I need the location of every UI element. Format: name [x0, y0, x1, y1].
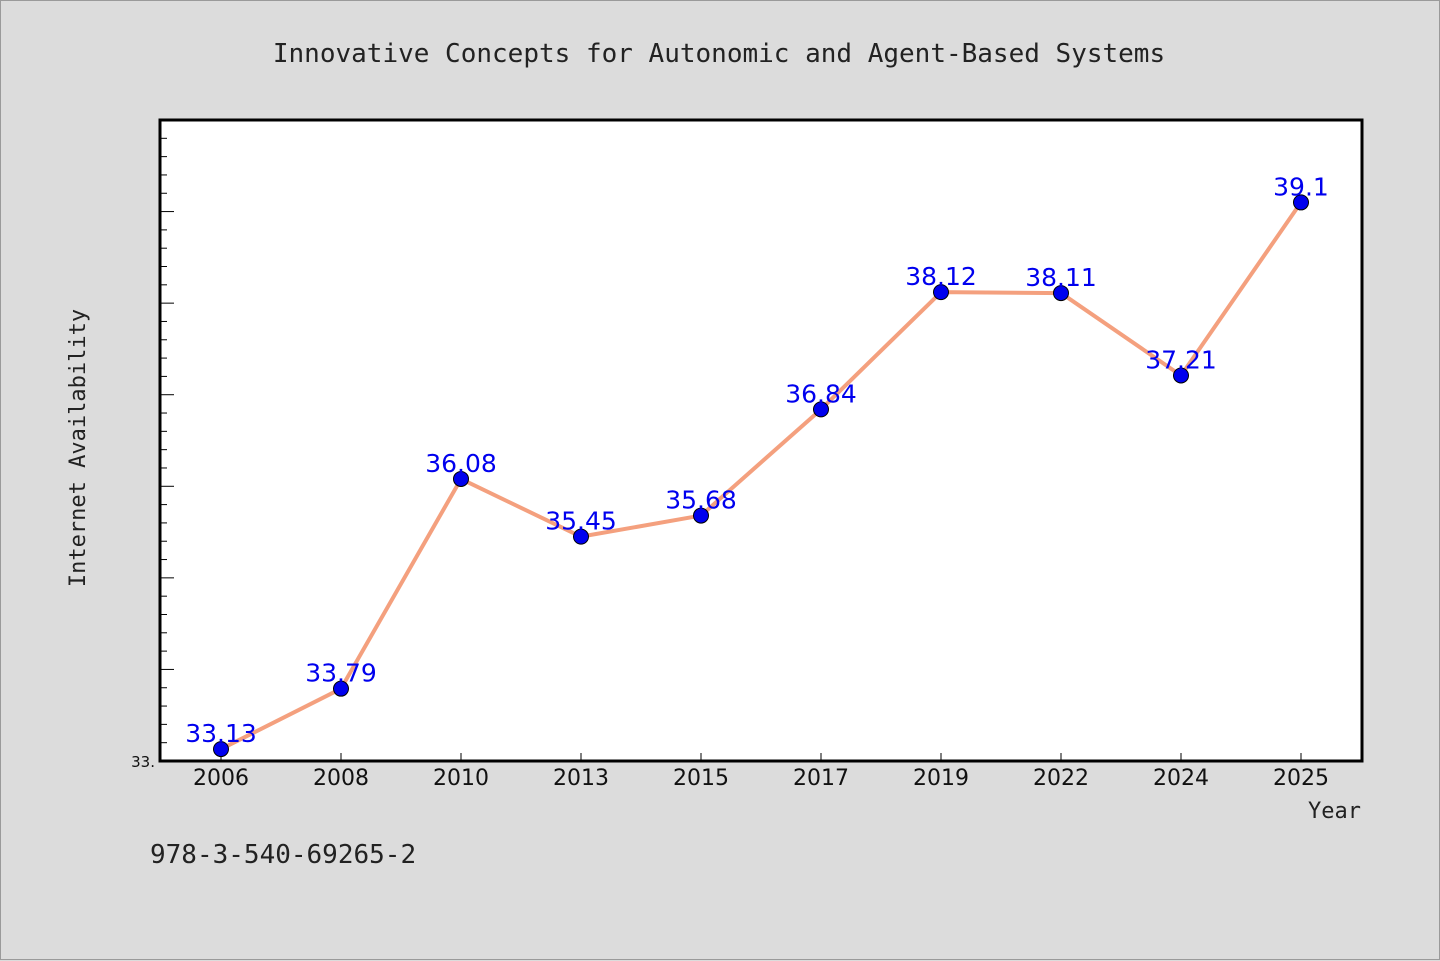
data-label-2019: 38.12 — [905, 262, 977, 291]
data-label-2022: 38.11 — [1025, 263, 1097, 292]
x-tick-label-2006: 2006 — [193, 766, 249, 791]
series-markers — [213, 194, 1309, 758]
data-label-2015: 35.68 — [665, 486, 737, 515]
x-tick-label-2015: 2015 — [673, 766, 729, 791]
x-tick-label-2008: 2008 — [313, 766, 369, 791]
data-labels: 33.13 33.79 36.08 35.45 35.68 36.84 38.12 38.11… — [185, 172, 1329, 748]
data-label-2025: 39.1 — [1273, 172, 1329, 201]
data-label-2008: 33.79 — [305, 659, 377, 688]
x-axis-title: Year — [1308, 799, 1361, 824]
plot-border — [158, 118, 1364, 763]
x-tick-label-2013: 2013 — [553, 766, 609, 791]
data-point-2025 — [1293, 194, 1309, 211]
series-line — [220, 201, 1303, 751]
data-label-2013: 35.45 — [545, 507, 617, 536]
data-point-2013 — [573, 528, 589, 545]
data-point-2019 — [933, 284, 949, 301]
data-point-2022 — [1053, 285, 1069, 302]
data-point-2010 — [453, 470, 469, 487]
data-label-2006: 33.13 — [185, 719, 257, 748]
y-axis-title: Internet Availability — [66, 309, 91, 587]
y-tick-label-min: 33. — [131, 753, 155, 771]
x-tick-label-2024: 2024 — [1153, 766, 1209, 791]
data-point-2006 — [213, 741, 229, 758]
x-tick-label-2025: 2025 — [1273, 766, 1329, 791]
x-tick-label-2022: 2022 — [1033, 766, 1089, 791]
data-label-2024: 37.21 — [1145, 345, 1217, 374]
data-point-2015 — [693, 507, 709, 524]
x-tick-label-2017: 2017 — [793, 766, 849, 791]
data-label-2017: 36.84 — [785, 379, 857, 408]
data-point-2017 — [813, 401, 829, 418]
data-point-2008 — [333, 680, 349, 697]
x-tick-label-2019: 2019 — [913, 766, 969, 791]
isbn-footer: 978-3-540-69265-2 — [150, 840, 416, 870]
data-point-2024 — [1173, 367, 1189, 384]
x-tick-label-2010: 2010 — [433, 766, 489, 791]
data-label-2010: 36.08 — [425, 449, 497, 478]
x-tick-labels: 2006 2008 2010 2013 2015 2017 2019 2022 2024 2025 — [193, 766, 1329, 791]
chart-title: Innovative Concepts for Autonomic and Ag… — [273, 39, 1165, 69]
